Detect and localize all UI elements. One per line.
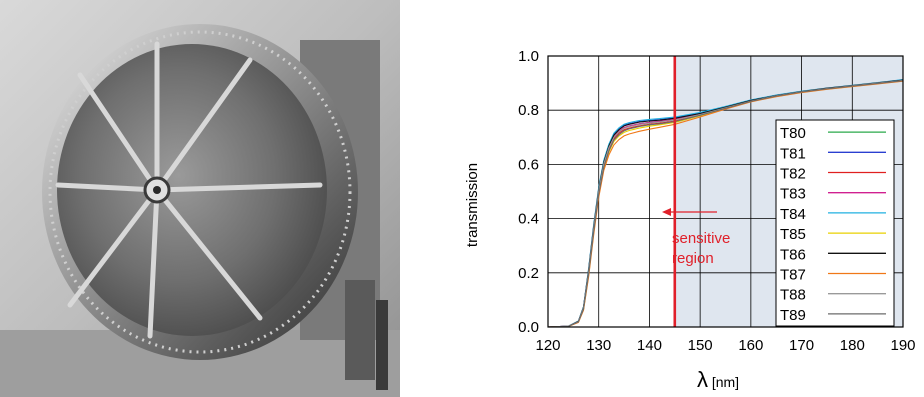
- legend: T80 T81 T82 T83 T84 T85 T86 T87 T88 T89: [775, 119, 895, 327]
- x-tick-label: 160: [738, 337, 763, 354]
- y-tick-label: 0.4: [518, 211, 539, 228]
- series-line-t89: [547, 80, 904, 328]
- y-tick-label: 0.0: [518, 319, 539, 336]
- legend-label-t85: T85: [780, 226, 806, 243]
- x-tick-label: 120: [535, 337, 560, 354]
- y-tick-label: 0.2: [518, 265, 539, 282]
- legend-label-t89: T89: [780, 307, 806, 324]
- legend-label-t84: T84: [780, 206, 806, 223]
- legend-label-t80: T80: [780, 125, 806, 142]
- legend-label-t88: T88: [780, 287, 806, 304]
- x-tick-label: 150: [688, 337, 713, 354]
- outer-ring-rim: [48, 30, 352, 354]
- y-ticks: 0.0 0.2 0.4 0.6 0.8 1.0: [518, 48, 539, 336]
- legend-label-t87: T87: [780, 267, 806, 284]
- x-axis-label: λ [nm]: [697, 367, 739, 392]
- arrow-head-icon: [662, 208, 671, 216]
- sensitive-annotation: sensitive region: [662, 208, 730, 267]
- y-tick-label: 0.6: [518, 156, 539, 173]
- side-stand-post: [376, 300, 388, 390]
- annotation-line2: region: [672, 250, 714, 267]
- legend-label-t81: T81: [780, 145, 806, 162]
- series-lines: [547, 79, 904, 328]
- x-tick-label: 170: [789, 337, 814, 354]
- x-tick-label: 130: [586, 337, 611, 354]
- x-ticks: 120 130 140 150 160 170 180 190: [535, 337, 915, 354]
- center-hub-hole: [153, 186, 161, 194]
- y-tick-label: 0.8: [518, 102, 539, 119]
- legend-label-t86: T86: [780, 246, 806, 263]
- x-tick-label: 180: [840, 337, 865, 354]
- legend-label-t83: T83: [780, 186, 806, 203]
- annotation-line1: sensitive: [672, 230, 730, 247]
- x-tick-label: 190: [890, 337, 915, 354]
- radial-spokes: [55, 41, 323, 339]
- y-axis-label: transmission: [464, 163, 481, 247]
- window-frame-photo: [0, 0, 400, 397]
- y-tick-label: 1.0: [518, 48, 539, 65]
- side-stand: [345, 280, 375, 380]
- plot-frame: [547, 55, 904, 328]
- legend-label-t82: T82: [780, 166, 806, 183]
- x-tick-label: 140: [637, 337, 662, 354]
- legend-box: [775, 119, 895, 327]
